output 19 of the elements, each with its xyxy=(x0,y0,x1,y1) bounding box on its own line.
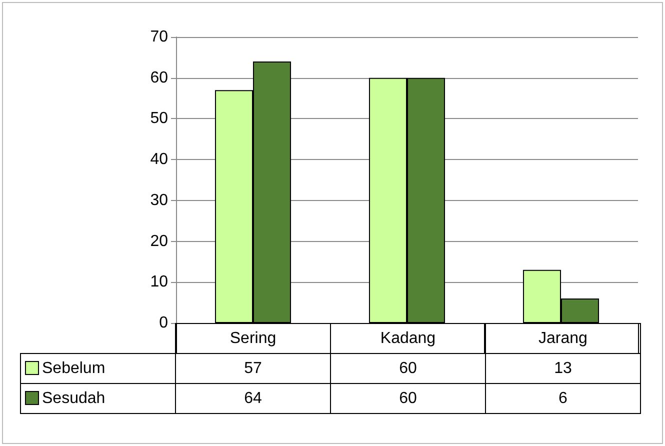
x-tick-label: Kadang xyxy=(330,324,486,354)
y-tick-label: 20 xyxy=(150,232,168,250)
y-tick-label: 40 xyxy=(150,151,168,168)
y-tick-label: 70 xyxy=(150,28,168,46)
data-label: 64 xyxy=(176,384,330,414)
y-tick-label: 30 xyxy=(150,192,168,209)
data-label: 60 xyxy=(330,354,486,384)
data-label: 13 xyxy=(486,354,640,384)
data-label: 60 xyxy=(330,384,486,414)
y-tick-label: 60 xyxy=(150,69,168,86)
y-tick-label: 0 xyxy=(159,314,168,332)
legend-label: Sesudah xyxy=(20,384,176,414)
data-label: 57 xyxy=(176,354,330,384)
legend-label: Sebelum xyxy=(20,354,176,384)
x-tick-label: Sering xyxy=(176,324,330,354)
x-tick-label: Jarang xyxy=(486,324,640,354)
y-tick-label: 50 xyxy=(150,110,168,128)
y-tick-label: 10 xyxy=(150,274,168,291)
data-label: 6 xyxy=(486,384,640,414)
